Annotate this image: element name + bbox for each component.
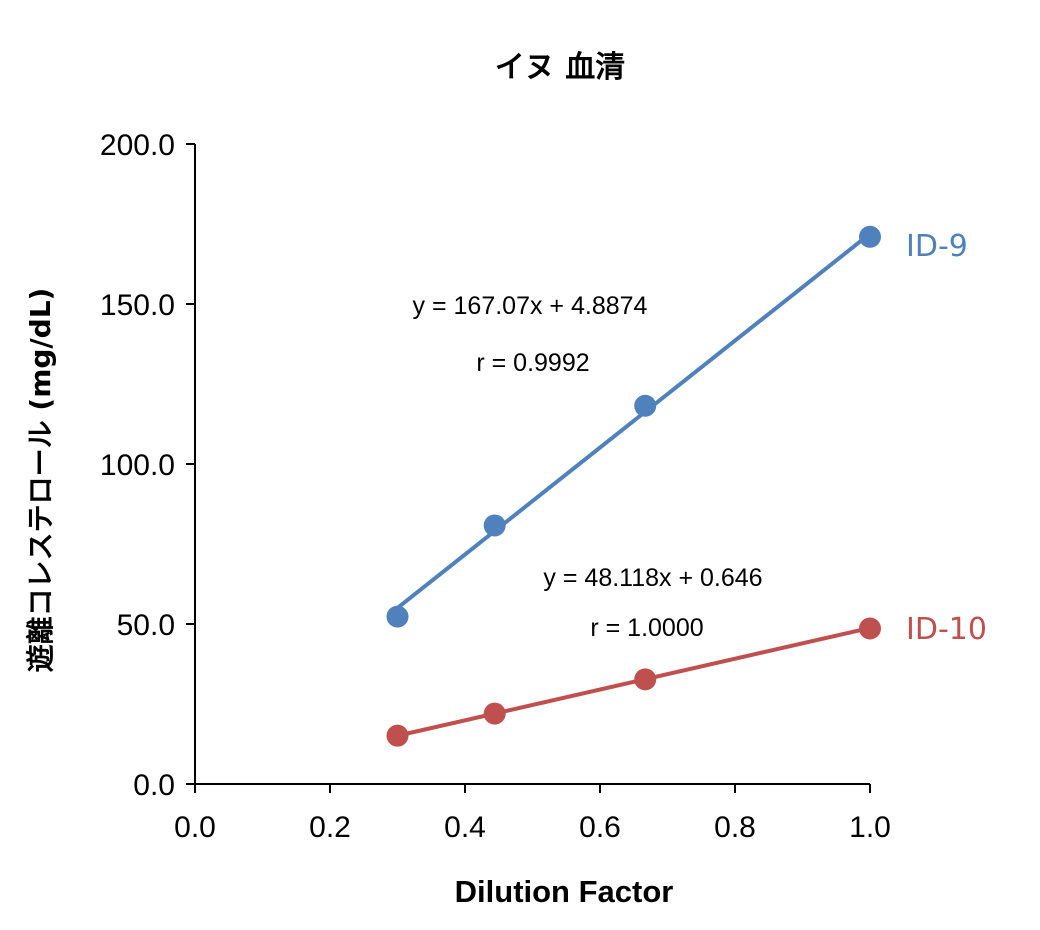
plot-area: 0.0 50.0 100.0 150.0 200.0 0.0 0.2 0.4 0.6 0.8 1.0 (100, 129, 891, 844)
series-label-id-9: ID-9 (906, 229, 968, 264)
x-tick-label: 0.6 (579, 811, 621, 844)
eq-label-id-10: y = 48.118x + 0.646 (543, 564, 762, 592)
x-tick-label: 1.0 (849, 811, 891, 844)
x-axis-title: Dilution Factor (455, 874, 674, 909)
data-point-id-10 (634, 668, 657, 691)
trendline-id-10 (397, 626, 871, 738)
x-tick-label: 0.2 (309, 811, 351, 844)
y-tick-label: 50.0 (117, 609, 175, 642)
y-tick-label: 200.0 (100, 129, 175, 162)
data-point-id-9 (634, 394, 657, 417)
y-tick-label: 150.0 (100, 289, 175, 322)
r-label-id-10: r = 1.0000 (590, 614, 703, 642)
data-point-id-10 (483, 702, 506, 725)
y-tick-label: 100.0 (100, 449, 175, 482)
axis-ticks: 0.0 50.0 100.0 150.0 200.0 0.0 0.2 0.4 0.6 0.8 1.0 (100, 129, 891, 844)
x-tick-label: 0.0 (174, 811, 216, 844)
eq-label-id-9: y = 167.07x + 4.8874 (413, 292, 648, 320)
data-point-id-9 (386, 605, 409, 628)
data-point-id-9 (859, 225, 881, 248)
r-label-id-9: r = 0.9992 (476, 349, 589, 377)
series-layer (386, 225, 881, 747)
y-axis-title: 遊離コレステロール (mg/dL) (24, 288, 57, 673)
x-tick-label: 0.8 (714, 811, 756, 844)
data-point-id-10 (859, 617, 881, 640)
data-point-id-9 (483, 514, 506, 537)
series-label-id-10: ID-10 (906, 612, 987, 647)
chart-title: イヌ 血清 (495, 50, 625, 85)
x-tick-label: 0.4 (444, 811, 486, 844)
trendline-id-9 (396, 232, 872, 610)
data-point-id-10 (386, 724, 409, 747)
y-tick-label: 0.0 (133, 769, 175, 802)
